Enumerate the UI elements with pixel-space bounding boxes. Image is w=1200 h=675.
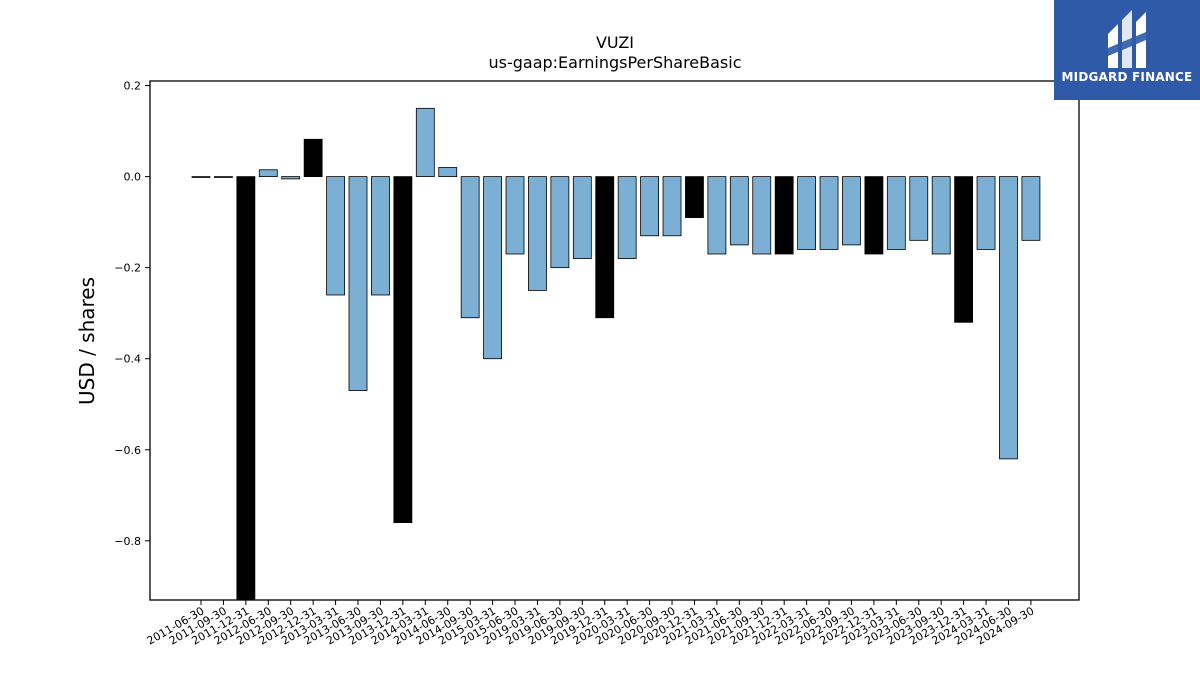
- x-ticks: 2011-06-302011-09-302011-12-312012-06-30…: [145, 600, 1036, 648]
- y-tick-label: −0.6: [114, 444, 141, 457]
- chart-title: VUZI: [596, 33, 634, 52]
- bar-2020-12-31: [685, 176, 704, 218]
- chart-subtitle: us-gaap:EarningsPerShareBasic: [488, 53, 741, 72]
- bar-2012-09-30: [281, 176, 301, 180]
- bar-2011-12-31: [236, 176, 256, 601]
- bar-2022-12-31: [864, 176, 884, 255]
- bar-2024-03-31: [976, 176, 996, 250]
- bar-2013-12-31: [393, 176, 413, 524]
- bars: [191, 107, 1041, 601]
- y-ticks: 0.2 0.0 −0.2 −0.4 −0.6 −0.8: [114, 80, 150, 548]
- y-tick-label: −0.4: [114, 353, 141, 366]
- bar-2014-06-30: [438, 167, 458, 178]
- bar-2019-12-31: [595, 176, 615, 319]
- bar-2011-06-30: [191, 176, 211, 178]
- logo-text: MIDGARD FINANCE: [1061, 70, 1193, 84]
- bar-2024-09-30: [1021, 176, 1041, 241]
- bar-2020-09-30: [662, 176, 682, 237]
- bar-2022-03-31: [797, 176, 817, 250]
- bar-2013-06-30: [348, 176, 368, 391]
- y-tick-label: 0.2: [124, 80, 142, 93]
- bar-2015-03-31: [483, 176, 502, 360]
- bar-2022-09-30: [842, 176, 861, 246]
- bar-2013-03-31: [326, 176, 345, 296]
- bar-2020-03-31: [617, 176, 637, 259]
- y-axis-label: USD / shares: [75, 277, 99, 405]
- bar-2023-06-30: [909, 176, 929, 241]
- bar-2019-06-30: [550, 176, 570, 269]
- bar-2020-06-30: [640, 176, 659, 237]
- bar-2024-06-30: [999, 176, 1018, 460]
- bar-2015-06-30: [505, 176, 525, 255]
- bar-2019-09-30: [572, 176, 592, 259]
- bar-2021-09-30: [752, 176, 772, 255]
- y-tick-label: 0.0: [124, 171, 142, 184]
- bar-2011-09-30: [214, 176, 233, 178]
- bar-2023-12-31: [954, 176, 974, 323]
- bar-2014-03-31: [415, 107, 435, 178]
- bar-2023-09-30: [931, 176, 951, 255]
- bar-2019-03-31: [528, 176, 547, 291]
- y-tick-label: −0.8: [114, 535, 141, 548]
- y-tick-label: −0.2: [114, 262, 141, 275]
- bar-2014-09-30: [460, 176, 480, 319]
- plot-frame: [149, 80, 1080, 601]
- bar-2023-03-31: [886, 176, 906, 250]
- logo-mark-icon: [1108, 10, 1146, 68]
- bar-2013-09-30: [371, 176, 390, 296]
- bar-2012-12-31: [303, 138, 323, 178]
- bar-2012-06-30: [258, 169, 278, 178]
- bar-2021-03-31: [707, 176, 727, 255]
- bar-2022-06-30: [819, 176, 839, 250]
- brand-logo: MIDGARD FINANCE: [1054, 0, 1200, 100]
- bar-2021-06-30: [729, 176, 749, 246]
- bar-2021-12-31: [774, 176, 794, 255]
